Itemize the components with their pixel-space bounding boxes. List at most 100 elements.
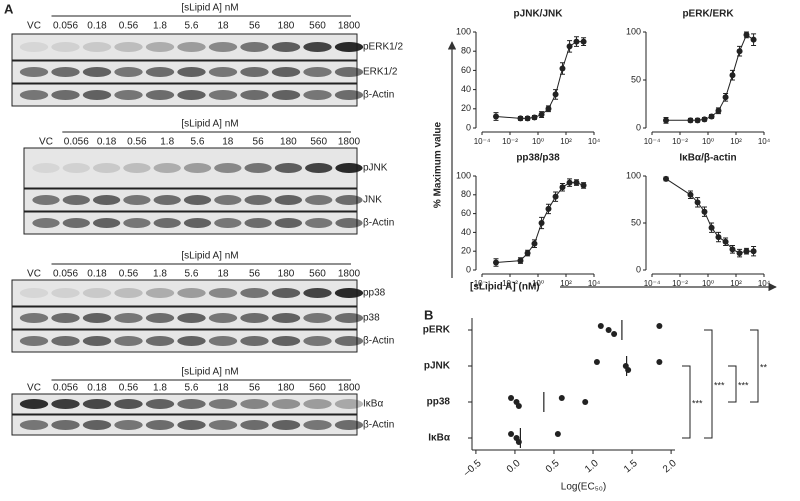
blot-band xyxy=(177,90,206,100)
data-point xyxy=(743,248,750,255)
data-point xyxy=(493,259,499,266)
lane-label: 1.8 xyxy=(153,269,167,280)
data-point xyxy=(552,193,559,200)
blot-band xyxy=(334,420,364,430)
data-point xyxy=(517,115,524,122)
blot-band xyxy=(114,42,143,52)
data-point xyxy=(694,117,701,124)
blot-band xyxy=(208,90,238,100)
x-tick-label: 10⁰ xyxy=(532,279,544,288)
lane-label: 0.56 xyxy=(119,383,139,394)
lane-label: 5.6 xyxy=(185,383,199,394)
lane-label: 560 xyxy=(309,383,326,394)
y-tick-label: 80 xyxy=(461,46,471,56)
x-axis-label: Log(EC₅₀) xyxy=(561,482,606,493)
blot-band xyxy=(271,288,301,298)
data-point xyxy=(750,36,757,43)
data-point xyxy=(554,431,561,437)
blot-band xyxy=(145,399,175,409)
x-tick-label: 1.0 xyxy=(583,458,601,476)
blot-band xyxy=(92,195,121,205)
x-tick-label: 10⁴ xyxy=(758,137,771,146)
blot-band xyxy=(303,336,332,346)
blot-band xyxy=(82,90,112,100)
lane-label: 0.56 xyxy=(119,269,139,280)
blot-band xyxy=(335,218,363,228)
y-tick-label: 50 xyxy=(631,217,641,227)
lane-label: VC xyxy=(27,21,41,32)
x-tick-label: 10⁻⁴ xyxy=(644,279,661,288)
data-point xyxy=(580,38,587,45)
data-point xyxy=(663,117,669,124)
blot-band xyxy=(19,90,49,100)
data-point xyxy=(545,105,552,112)
lane-label: 5.6 xyxy=(191,137,205,148)
blot-band xyxy=(51,420,80,430)
blot-band xyxy=(177,399,206,409)
x-tick-label: 10⁻⁴ xyxy=(474,279,491,288)
data-point xyxy=(729,72,736,79)
blot-band xyxy=(82,399,112,409)
data-point xyxy=(722,94,729,101)
data-line xyxy=(495,41,584,119)
blot-band xyxy=(244,163,272,173)
blot-band xyxy=(274,163,303,173)
row-label: β-Actin xyxy=(363,336,394,347)
x-tick-label: 10⁰ xyxy=(702,279,714,288)
blot-band xyxy=(92,218,121,228)
blot-band xyxy=(145,313,175,323)
x-tick-label: 10⁴ xyxy=(758,279,771,288)
y-tick-label: 100 xyxy=(626,26,641,36)
blot-band xyxy=(335,195,363,205)
data-point xyxy=(729,246,736,253)
data-point xyxy=(573,38,580,45)
blot-band xyxy=(271,90,301,100)
lane-label: 0.18 xyxy=(97,137,117,148)
blot-band xyxy=(145,90,175,100)
blot-band xyxy=(177,313,206,323)
data-point xyxy=(736,48,743,55)
data-point xyxy=(722,238,729,245)
x-tick-label: 10⁴ xyxy=(588,137,601,146)
y-tick-label: 40 xyxy=(461,227,471,237)
y-tick-label: 0 xyxy=(466,122,471,132)
row-label: ERK1/2 xyxy=(363,67,398,78)
data-point xyxy=(701,208,708,215)
blot-band xyxy=(51,399,80,409)
blot-band xyxy=(214,163,242,173)
blot-header: [sLipid A] nM xyxy=(181,119,238,130)
lane-label: 18 xyxy=(217,383,229,394)
blot-band xyxy=(145,420,175,430)
data-point xyxy=(743,31,750,38)
lane-label: 18 xyxy=(217,269,229,280)
row-label: JNK xyxy=(363,195,382,206)
blot-band xyxy=(334,288,364,298)
x-tick-label: 2.0 xyxy=(661,458,679,476)
blot-band xyxy=(82,313,112,323)
lane-label: 560 xyxy=(310,137,327,148)
blot-band xyxy=(334,67,364,77)
blot-band xyxy=(19,313,49,323)
blot-band xyxy=(303,67,332,77)
y-tick-label: 20 xyxy=(461,246,471,256)
lane-label: 0.056 xyxy=(53,21,78,32)
y-tick-label: IκBα xyxy=(428,433,451,444)
lane-label: 560 xyxy=(309,21,326,32)
chart-title: pJNK/JNK xyxy=(514,9,564,20)
data-point xyxy=(701,116,708,123)
data-point xyxy=(559,65,566,72)
data-point xyxy=(493,113,499,120)
blot-band xyxy=(62,195,90,205)
blot-band xyxy=(303,313,332,323)
data-point xyxy=(656,323,663,329)
lane-label: 180 xyxy=(278,21,295,32)
data-point xyxy=(687,191,694,198)
data-point xyxy=(708,113,715,120)
blot-band xyxy=(145,42,175,52)
blot-band xyxy=(145,288,175,298)
x-tick-label: 0.0 xyxy=(505,458,523,476)
data-point xyxy=(552,91,559,98)
x-tick-label: 10⁻² xyxy=(502,137,518,146)
data-point xyxy=(559,184,566,191)
